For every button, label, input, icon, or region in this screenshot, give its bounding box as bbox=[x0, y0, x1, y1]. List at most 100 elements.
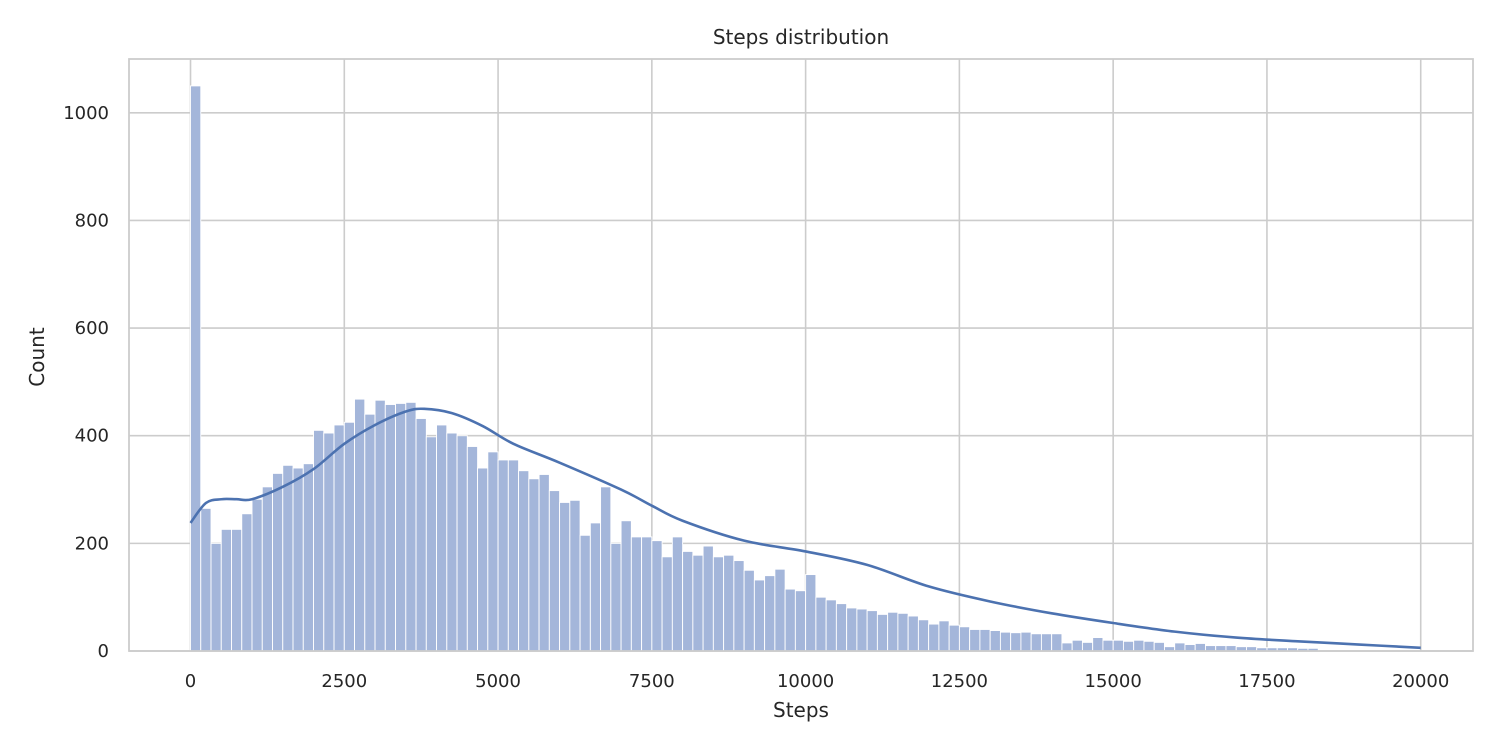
histogram-bar bbox=[446, 432, 458, 652]
histogram-bar bbox=[1102, 639, 1114, 652]
histogram-bar bbox=[630, 536, 643, 652]
histogram-bar bbox=[548, 490, 561, 652]
histogram-bar bbox=[835, 603, 848, 652]
histogram-bar bbox=[1010, 632, 1022, 652]
histogram-bar bbox=[569, 499, 581, 652]
histogram-bar bbox=[507, 459, 520, 652]
histogram-bar bbox=[1030, 633, 1042, 652]
histogram-bar bbox=[907, 615, 919, 652]
histogram-bar bbox=[384, 404, 396, 652]
histogram-bar bbox=[364, 413, 376, 652]
histogram-bar bbox=[1143, 640, 1155, 652]
histogram-bar bbox=[876, 613, 889, 652]
histogram-bar bbox=[1153, 641, 1165, 652]
histogram-bar bbox=[651, 540, 663, 652]
histogram-bar bbox=[846, 607, 858, 652]
histogram-bar bbox=[764, 575, 776, 652]
histogram-bar bbox=[897, 612, 909, 652]
histogram-bar bbox=[600, 486, 612, 652]
histogram-bar bbox=[518, 470, 530, 652]
histogram-bar bbox=[1051, 633, 1063, 652]
histogram-bar bbox=[723, 554, 735, 652]
histogram-bar bbox=[1061, 642, 1073, 652]
plot-frame bbox=[128, 58, 1474, 652]
histogram-bar bbox=[1122, 640, 1135, 652]
histogram-bar bbox=[343, 421, 355, 652]
histogram-bar bbox=[487, 451, 499, 652]
histogram-bar bbox=[333, 424, 345, 652]
histogram-bar bbox=[200, 507, 212, 652]
histogram-bar bbox=[374, 399, 386, 652]
histogram-bar bbox=[1174, 642, 1186, 652]
histogram-bar bbox=[579, 534, 591, 652]
histogram-bar bbox=[456, 435, 468, 652]
histogram-bar bbox=[1194, 643, 1206, 652]
kde-curve bbox=[189, 407, 1421, 650]
histogram-bar bbox=[1112, 639, 1124, 652]
histogram-bar bbox=[528, 478, 540, 652]
histogram-bar bbox=[272, 472, 284, 652]
histogram-bar bbox=[887, 611, 899, 652]
histogram-bar bbox=[477, 467, 489, 652]
histogram-bar bbox=[1081, 641, 1094, 652]
histogram-bar bbox=[733, 560, 745, 652]
histogram-bar bbox=[866, 610, 878, 652]
histogram-bar bbox=[282, 464, 294, 652]
histogram-bar bbox=[261, 486, 273, 652]
x-tick-label: 20000 bbox=[1392, 671, 1449, 692]
histogram-bar bbox=[989, 630, 1001, 652]
y-tick-label: 0 bbox=[98, 641, 109, 662]
y-tick-label: 200 bbox=[75, 533, 109, 554]
histogram-bar bbox=[969, 629, 981, 652]
histogram-bar bbox=[538, 474, 550, 652]
histogram-bar bbox=[928, 623, 940, 652]
histogram-bar bbox=[917, 619, 930, 652]
histogram-bar bbox=[641, 536, 653, 652]
histogram-bar bbox=[1092, 637, 1104, 652]
histogram-bar bbox=[958, 626, 971, 652]
histogram-bar bbox=[661, 556, 673, 652]
histogram-bar bbox=[856, 608, 868, 652]
histogram-bar bbox=[292, 467, 304, 652]
histogram-bar bbox=[405, 401, 417, 652]
x-tick-label: 15000 bbox=[1085, 671, 1142, 692]
histogram-bar bbox=[231, 528, 243, 652]
histogram-bar bbox=[436, 424, 448, 652]
histogram-bar bbox=[692, 554, 704, 652]
x-tick-label: 5000 bbox=[475, 671, 521, 692]
histogram-bar bbox=[497, 459, 509, 652]
histogram-bar bbox=[302, 463, 314, 652]
histogram-bar bbox=[1071, 639, 1083, 652]
histogram-bar bbox=[1133, 639, 1145, 652]
histogram-bar bbox=[251, 498, 263, 652]
histogram-bar bbox=[774, 568, 786, 652]
histogram-bar bbox=[979, 629, 991, 652]
histogram-bar bbox=[589, 522, 602, 652]
histogram-bar bbox=[805, 574, 817, 652]
y-tick-label: 800 bbox=[75, 210, 109, 231]
histogram-bars bbox=[190, 85, 1319, 652]
x-axis-label: Steps bbox=[773, 698, 829, 722]
histogram-bar bbox=[702, 545, 714, 652]
histogram-bar bbox=[610, 542, 622, 652]
histogram-bar bbox=[999, 631, 1012, 652]
y-tick-label: 400 bbox=[75, 426, 109, 447]
y-axis-ticks: 0 200 400 600 800 1000 bbox=[63, 103, 109, 662]
histogram-bar bbox=[190, 85, 202, 652]
histogram-bar bbox=[210, 542, 222, 652]
histogram-bar bbox=[220, 528, 232, 652]
x-tick-label: 17500 bbox=[1238, 671, 1295, 692]
x-tick-label: 7500 bbox=[629, 671, 675, 692]
x-tick-label: 12500 bbox=[931, 671, 988, 692]
x-axis-ticks: 0 2500 5000 7500 10000 12500 15000 17500 20000 bbox=[185, 671, 1450, 692]
x-tick-label: 10000 bbox=[777, 671, 834, 692]
histogram-bar bbox=[815, 596, 827, 652]
histogram-bar bbox=[938, 620, 950, 652]
histogram-bar bbox=[794, 590, 807, 652]
histogram-bar bbox=[671, 536, 684, 652]
y-axis-label: Count bbox=[25, 327, 49, 387]
histogram-bar bbox=[241, 513, 253, 652]
histogram-bar bbox=[620, 520, 632, 652]
histogram-bar bbox=[1040, 633, 1053, 652]
